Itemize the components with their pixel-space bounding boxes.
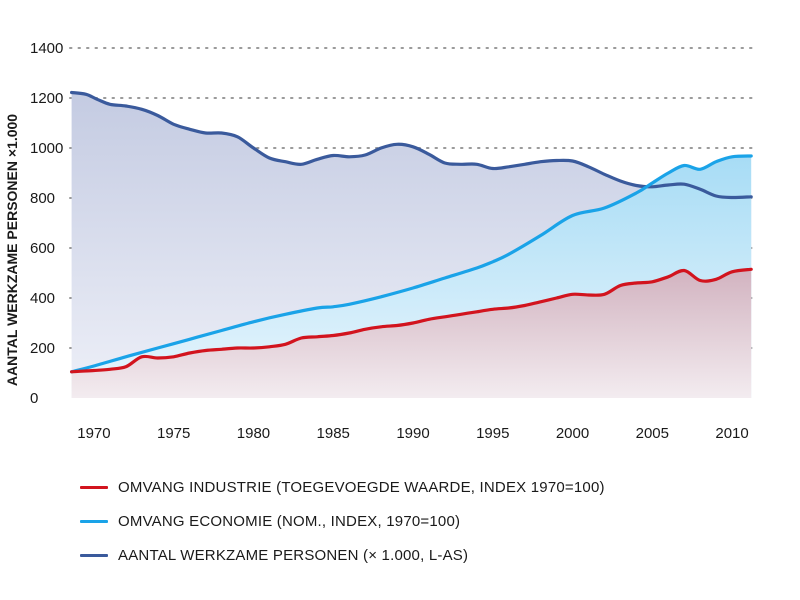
series-lines <box>70 90 753 374</box>
legend-label-personen: AANTAL WERKZAME PERSONEN (× 1.000, L-AS) <box>118 546 469 564</box>
x-tick-label: 1990 <box>396 425 429 442</box>
x-tick-label: 1985 <box>317 425 350 442</box>
x-axis-ticks: 1970 1975 1980 1985 1990 1995 2000 2005 2010 <box>77 425 749 442</box>
y-tick-label: 1400 <box>30 40 63 57</box>
legend-item-industrie: OMVANG INDUSTRIE (TOEGEVOEGDE WAARDE, IN… <box>80 470 605 504</box>
legend-swatch-economie <box>80 519 108 523</box>
legend-swatch-industrie <box>80 485 108 489</box>
x-tick-label: 2005 <box>636 425 669 442</box>
series-areas <box>71 92 752 398</box>
area-industrie <box>71 269 752 398</box>
y-axis-label: AANTAL WERKZAME PERSONEN ×1.000 <box>4 114 20 386</box>
x-tick-label: 2000 <box>556 425 589 442</box>
x-tick-label: 1975 <box>157 425 190 442</box>
y-tick-label: 0 <box>30 390 38 407</box>
x-tick-label: 1980 <box>237 425 270 442</box>
y-tick-label: 400 <box>30 290 55 307</box>
line-industrie <box>70 267 753 374</box>
legend-label-industrie: OMVANG INDUSTRIE (TOEGEVOEGDE WAARDE, IN… <box>118 478 605 496</box>
x-tick-label: 1970 <box>77 425 110 442</box>
line-personen <box>70 90 753 200</box>
y-tick-label: 600 <box>30 240 55 257</box>
x-tick-label: 1995 <box>476 425 509 442</box>
legend-item-personen: AANTAL WERKZAME PERSONEN (× 1.000, L-AS) <box>80 538 605 572</box>
legend-label-economie: OMVANG ECONOMIE (NOM., INDEX, 1970=100) <box>118 512 461 530</box>
x-tick-label: 2010 <box>715 425 748 442</box>
line-economie <box>70 154 753 374</box>
legend: OMVANG INDUSTRIE (TOEGEVOEGDE WAARDE, IN… <box>80 470 605 572</box>
legend-swatch-personen <box>80 553 108 557</box>
y-tick-label: 200 <box>30 340 55 357</box>
y-axis-ticks: 0 200 400 600 800 1000 1200 1400 <box>30 40 63 407</box>
y-tick-label: 1200 <box>30 90 63 107</box>
legend-item-economie: OMVANG ECONOMIE (NOM., INDEX, 1970=100) <box>80 504 605 538</box>
y-tick-label: 1000 <box>30 140 63 157</box>
y-tick-label: 800 <box>30 190 55 207</box>
